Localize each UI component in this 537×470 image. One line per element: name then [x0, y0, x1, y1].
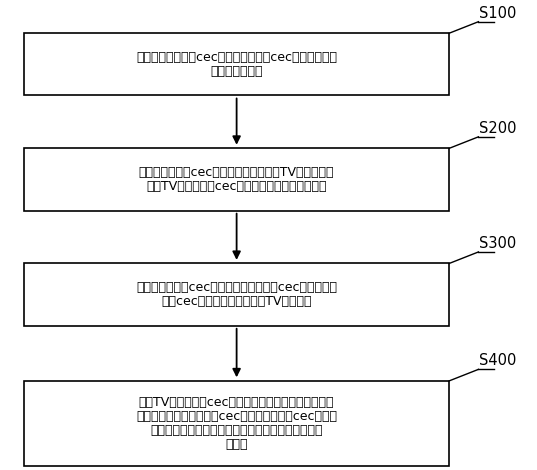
Text: 模拟TV测试终端将cec测试指令发送给机顶盒终端: 模拟TV测试终端将cec测试指令发送给机顶盒终端 [147, 180, 327, 193]
Text: 至指令分析模块: 至指令分析模块 [211, 65, 263, 78]
Text: 模拟TV测试终端将cec响应指令发送给指令分析模块，: 模拟TV测试终端将cec响应指令发送给指令分析模块， [139, 396, 335, 409]
Bar [24, 149, 449, 211]
Bar [24, 264, 449, 326]
Text: 上显示: 上显示 [226, 438, 248, 451]
Text: 并将cec响应指令反馈给模拟TV测试终端: 并将cec响应指令反馈给模拟TV测试终端 [161, 295, 312, 308]
Text: 人机交互界面获取cec测试指令，并将cec测试指令发送: 人机交互界面获取cec测试指令，并将cec测试指令发送 [136, 51, 337, 64]
Text: S100: S100 [480, 6, 517, 21]
Bar [24, 381, 449, 466]
Bar [24, 33, 449, 95]
Text: 指令分析模块将cec测试指令发送到模拟TV测试终端，: 指令分析模块将cec测试指令发送到模拟TV测试终端， [139, 166, 335, 179]
Text: S300: S300 [480, 236, 517, 251]
Text: 令对比分析，并将对比分析结果发送至人机交互界面: 令对比分析，并将对比分析结果发送至人机交互界面 [150, 424, 323, 437]
Text: S200: S200 [480, 121, 517, 136]
Text: 指令分析模块将接收到的cec响应指令与预讽cec响应指: 指令分析模块将接收到的cec响应指令与预讽cec响应指 [136, 410, 337, 423]
Text: 机顶盒终端根据cec测试指令生成对应的cec响应指令，: 机顶盒终端根据cec测试指令生成对应的cec响应指令， [136, 281, 337, 294]
Text: S400: S400 [480, 353, 517, 368]
